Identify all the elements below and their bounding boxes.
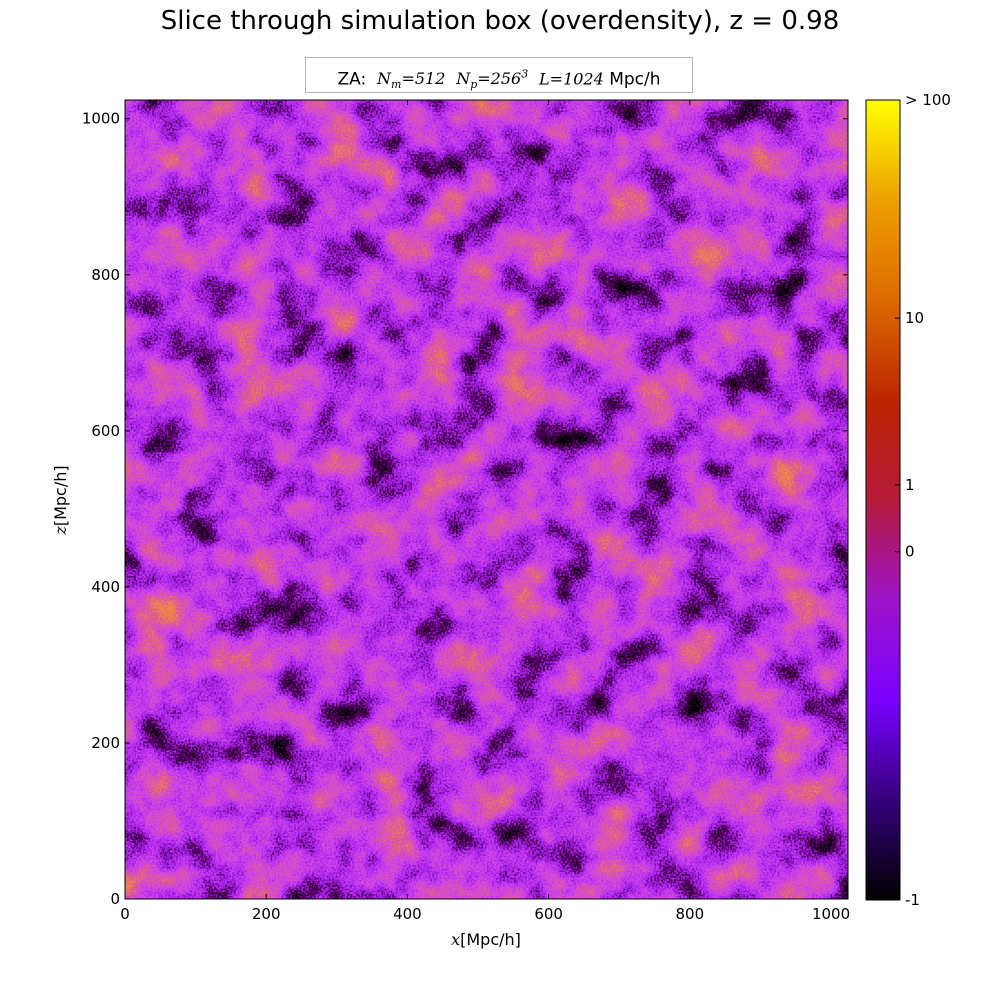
plot-frame: [124, 99, 849, 900]
x-tick-label: 0: [120, 905, 130, 923]
x-tick-label: 800: [676, 905, 705, 923]
y-tick-label: 200: [91, 734, 120, 752]
nm-parameter: Nm=512: [377, 69, 446, 92]
y-tick-label: 800: [91, 266, 120, 284]
x-tick-label: 400: [393, 905, 422, 923]
density-field: [125, 100, 848, 899]
x-tick-label: 200: [252, 905, 281, 923]
box-size-parameter: L=1024: [539, 69, 604, 89]
chart-title: Slice through simulation box (overdensit…: [160, 6, 840, 36]
colorbar-tick-label: 10: [905, 309, 924, 327]
y-axis-ticks: 0 200 400 600 800 1000: [82, 110, 848, 908]
simulation-parameters-box: ZA: Nm=512 Np=2563 L=1024 Mpc/h: [305, 57, 693, 93]
np-parameter: Np=2563: [456, 68, 529, 92]
method-label: ZA:: [337, 69, 367, 90]
colorbar-tick-label: > 100: [905, 91, 951, 109]
y-tick-label: 0: [110, 890, 120, 908]
y-axis-label: z[Mpc/h]: [51, 465, 70, 535]
colorbar-tick-label: 1: [905, 476, 915, 494]
colorbar-tick-label: 0: [905, 543, 915, 561]
colorbar-tick-label: -1: [905, 891, 920, 909]
y-tick-label: 400: [91, 578, 120, 596]
y-tick-label: 600: [91, 422, 120, 440]
x-axis-label: x[Mpc/h]: [451, 930, 521, 949]
x-tick-label: 1000: [812, 905, 850, 923]
colorbar-ticks: -1 0 1 10 > 100: [895, 91, 951, 909]
x-tick-label: 600: [534, 905, 563, 923]
y-tick-label: 1000: [82, 110, 120, 128]
x-axis-ticks: 0 200 400 600 800 1000: [120, 100, 850, 923]
box-size-unit: Mpc/h: [609, 69, 661, 90]
colorbar: [865, 99, 901, 901]
